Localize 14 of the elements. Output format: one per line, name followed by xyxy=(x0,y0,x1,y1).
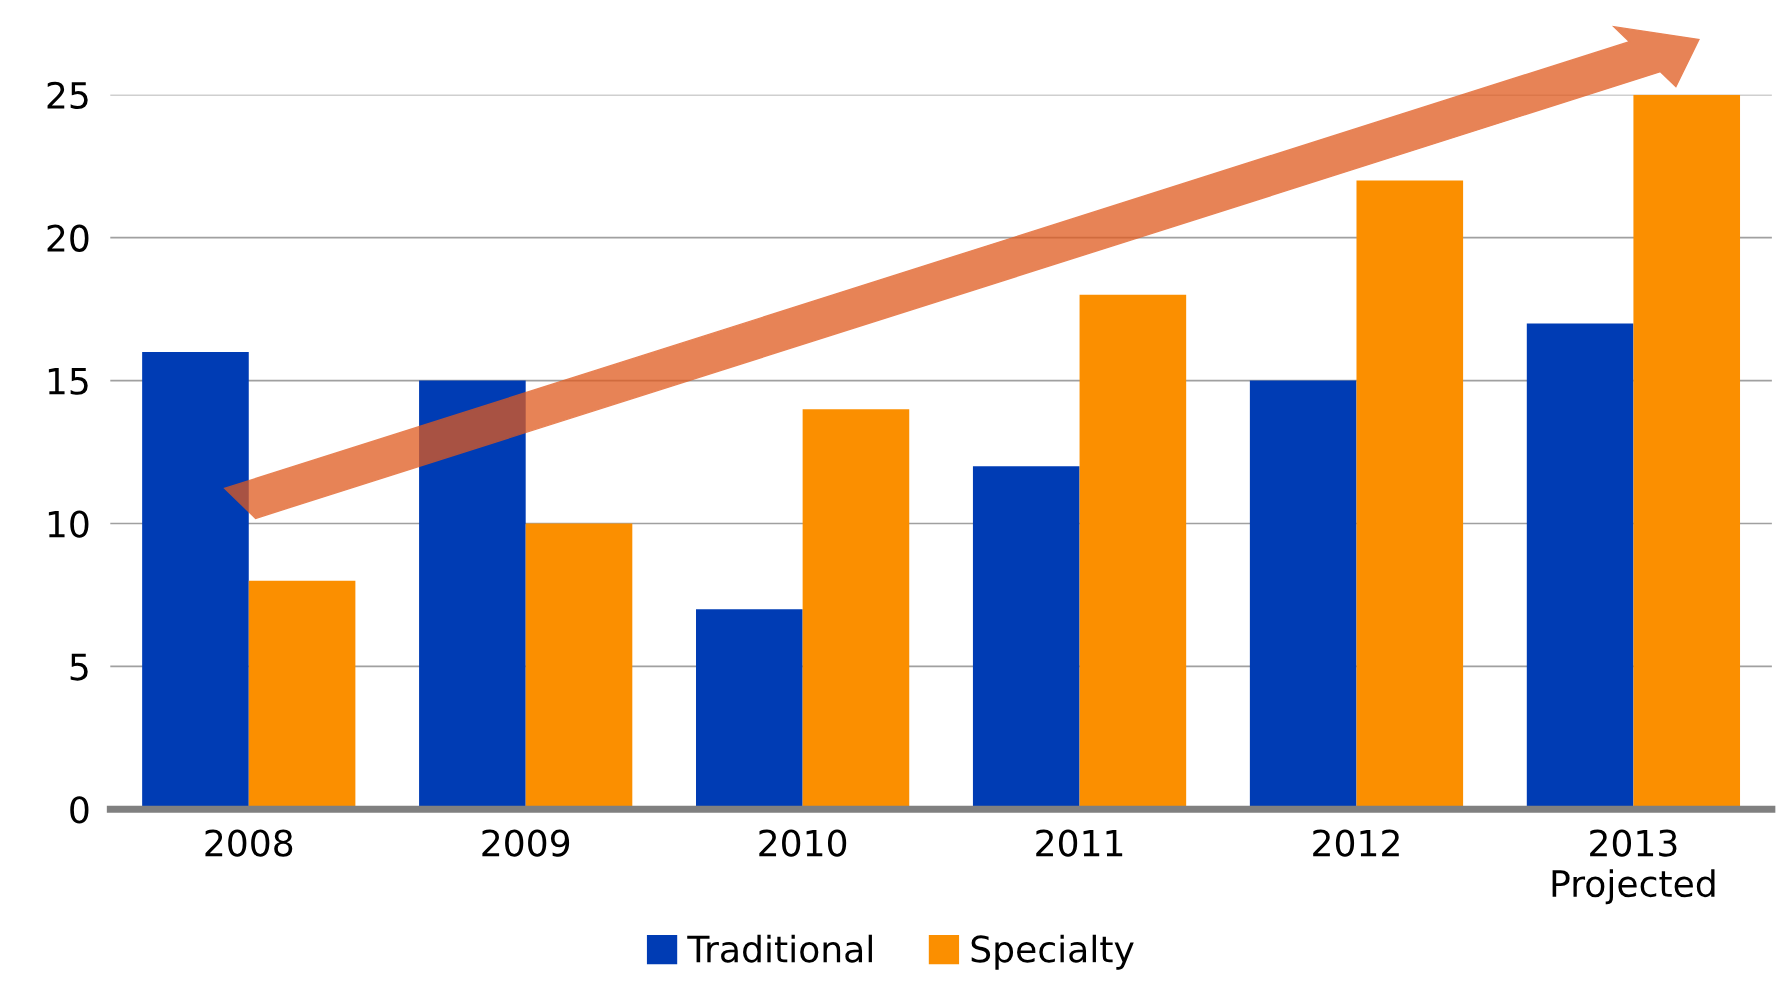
y-tick-label: 20 xyxy=(47,224,89,252)
y-tick-label: 25 xyxy=(47,81,88,109)
legend-label: Specialty xyxy=(971,934,1134,970)
y-tick-label: 10 xyxy=(48,510,89,538)
x-tick-label: 2008 xyxy=(205,829,293,857)
x-tick-label: 2012 xyxy=(1313,829,1399,857)
x-tick-label: 2009 xyxy=(482,829,570,857)
y-tick-label: 0 xyxy=(70,796,89,824)
legend-label: Traditional xyxy=(687,934,872,963)
x-tick-label: 2010 xyxy=(759,829,847,857)
y-tick-label: 15 xyxy=(48,367,88,395)
x-tick-label: 2011 xyxy=(1036,829,1123,857)
y-tick-label: 5 xyxy=(70,653,88,681)
x-tick-label: 2013 Projected xyxy=(1552,829,1715,905)
